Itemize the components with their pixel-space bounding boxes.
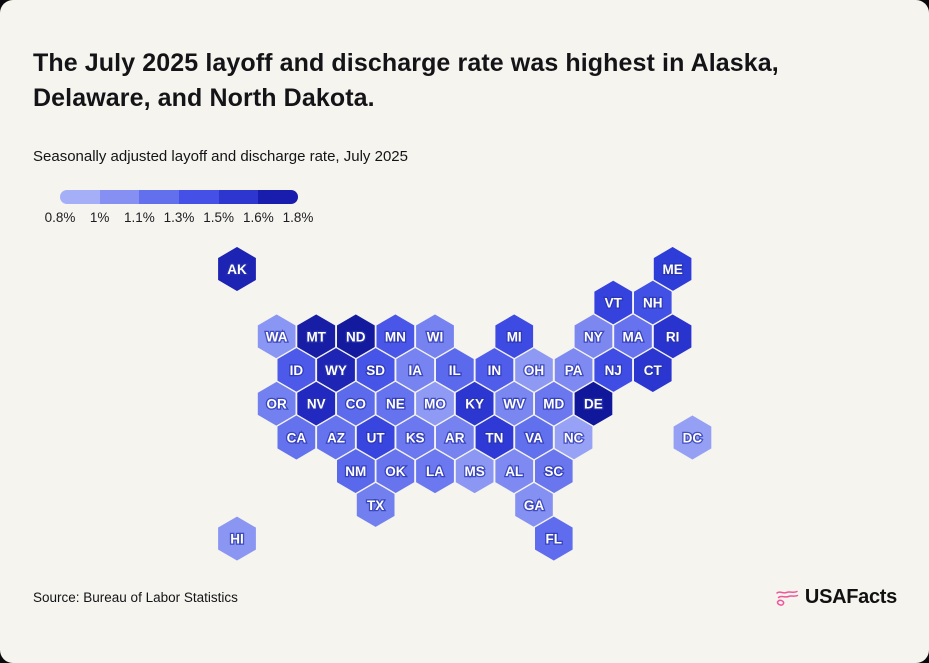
legend-segment-3 — [179, 190, 219, 204]
color-legend: 0.8% 1% 1.1% 1.3% 1.5% 1.6% 1.8% — [45, 190, 314, 228]
legend-segment-0 — [60, 190, 100, 204]
legend-tick-label: 1.1% — [123, 210, 155, 225]
usafacts-flag-icon — [776, 590, 799, 606]
legend-tick-labels: 0.8% 1% 1.1% 1.3% 1.5% 1.6% 1.8% — [45, 210, 314, 228]
legend-gradient-bar — [60, 190, 298, 204]
state-hex-HI[interactable] — [216, 514, 258, 563]
state-hex-TX[interactable] — [355, 481, 396, 529]
state-hex-FL[interactable] — [533, 514, 574, 563]
state-hex-CT[interactable] — [632, 346, 673, 394]
legend-tick-label: 1.5% — [203, 210, 235, 225]
usafacts-logo: USAFacts — [775, 586, 897, 609]
page-title: The July 2025 layoff and discharge rate … — [33, 49, 779, 112]
legend-tick-label: 1.8% — [282, 210, 314, 225]
legend-segment-5 — [258, 190, 298, 204]
legend-segment-4 — [218, 190, 259, 204]
legend-tick-label: 1% — [89, 210, 110, 225]
state-hex-DC[interactable] — [672, 413, 713, 462]
legend-tick-label: 0.8% — [44, 210, 76, 225]
source-note: Source: Bureau of Labor Statistics — [33, 590, 238, 605]
legend-tick-label: 1.6% — [242, 210, 274, 225]
legend-tick-label: 1.3% — [163, 210, 195, 225]
legend-segment-1 — [99, 190, 140, 204]
usafacts-logo-text: USAFacts — [804, 586, 897, 608]
chart-subtitle: Seasonally adjusted layoff and discharge… — [33, 148, 408, 165]
legend-segment-2 — [139, 190, 180, 204]
state-hex-AK[interactable] — [216, 245, 258, 293]
